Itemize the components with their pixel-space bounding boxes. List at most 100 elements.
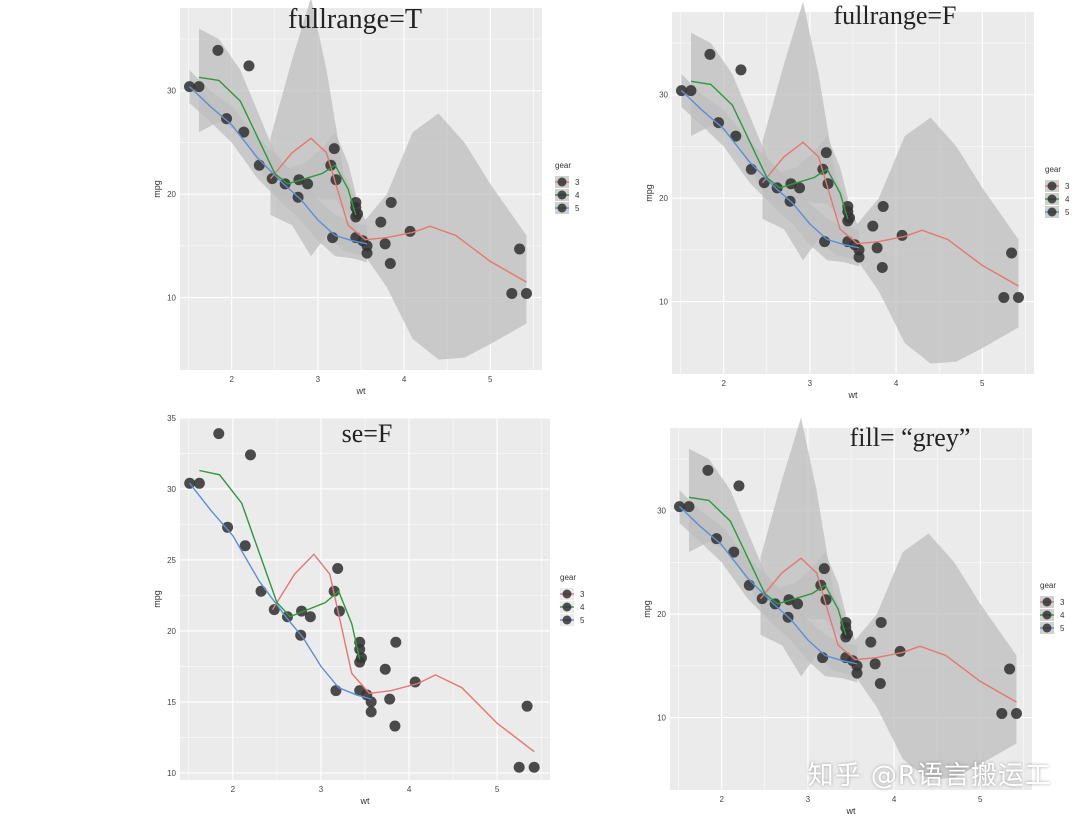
data-point bbox=[384, 257, 396, 269]
data-point bbox=[514, 243, 526, 255]
y-axis-label: mpg bbox=[642, 600, 652, 618]
data-point bbox=[375, 216, 387, 228]
data-point bbox=[238, 126, 250, 138]
data-point bbox=[853, 244, 865, 256]
legend-key-point bbox=[1047, 181, 1057, 191]
data-point bbox=[783, 594, 795, 606]
chart-panel-3: 2 3 4 5 10 15 20 25 30 35 wt mpg se=F gear 3 4 5 bbox=[152, 414, 585, 806]
smooth-line-gear4 bbox=[690, 80, 849, 220]
confidence-band-gear4 bbox=[688, 448, 846, 656]
legend-key-point bbox=[557, 203, 567, 213]
data-point bbox=[302, 178, 314, 190]
smooth-line-gear4 bbox=[198, 76, 357, 216]
data-point bbox=[212, 44, 224, 56]
data-point bbox=[745, 163, 757, 175]
x-tick-label: 3 bbox=[319, 785, 324, 794]
y-tick-label: 20 bbox=[659, 194, 668, 203]
data-point bbox=[513, 761, 525, 773]
data-point bbox=[728, 546, 740, 558]
x-tick-label: 4 bbox=[402, 375, 407, 384]
x-tick-label: 2 bbox=[231, 785, 236, 794]
data-point bbox=[361, 240, 373, 252]
legend-label: 5 bbox=[580, 616, 585, 625]
data-point bbox=[222, 521, 234, 533]
x-tick-label: 2 bbox=[721, 379, 726, 388]
data-point bbox=[213, 428, 225, 440]
data-point bbox=[243, 60, 255, 72]
smooth-line-gear5 bbox=[681, 90, 860, 249]
smooth-line-gear4 bbox=[199, 469, 361, 660]
legend-label: 5 bbox=[1060, 624, 1065, 633]
chart-panel-4: 2 3 4 5 10 20 30 wt mpg fill= “grey” gear 3 4 5 bbox=[642, 417, 1065, 816]
legend-label: 3 bbox=[580, 590, 585, 599]
data-point bbox=[794, 182, 806, 194]
legend-title: gear bbox=[555, 161, 571, 170]
legend-label: 3 bbox=[1065, 182, 1070, 191]
data-point bbox=[1012, 291, 1024, 303]
legend-key-point bbox=[562, 602, 572, 612]
x-tick-label: 2 bbox=[719, 795, 724, 804]
data-point bbox=[520, 287, 532, 299]
legend-key-point bbox=[1042, 597, 1052, 607]
data-point bbox=[379, 663, 391, 675]
data-point bbox=[330, 685, 342, 697]
smooth-line-gear4 bbox=[688, 496, 847, 636]
y-tick-label: 10 bbox=[659, 298, 668, 307]
data-point bbox=[1004, 663, 1016, 675]
legend-label: 4 bbox=[580, 603, 585, 612]
legend-key-point bbox=[1042, 623, 1052, 633]
data-point bbox=[365, 706, 377, 718]
data-point bbox=[389, 720, 401, 732]
legend-title: gear bbox=[1045, 165, 1061, 174]
data-point bbox=[384, 693, 396, 705]
legend-key-point bbox=[557, 190, 567, 200]
data-point bbox=[521, 700, 533, 712]
data-point bbox=[304, 611, 316, 623]
x-tick-label: 3 bbox=[316, 375, 321, 384]
confidence-band-gear3 bbox=[760, 417, 1017, 780]
y-tick-label: 30 bbox=[659, 91, 668, 100]
x-axis-label: wt bbox=[360, 796, 370, 806]
y-tick-label: 30 bbox=[167, 87, 176, 96]
data-point bbox=[385, 196, 397, 208]
y-tick-label: 20 bbox=[657, 610, 666, 619]
y-tick-label: 10 bbox=[657, 714, 666, 723]
panel-title: se=F bbox=[342, 419, 393, 448]
legend-title: gear bbox=[560, 573, 576, 582]
data-point bbox=[244, 449, 256, 461]
y-tick-label: 25 bbox=[167, 556, 176, 565]
data-point bbox=[221, 113, 233, 125]
legend-key-point bbox=[562, 589, 572, 599]
data-point bbox=[869, 658, 881, 670]
data-point bbox=[877, 200, 889, 212]
y-tick-label: 20 bbox=[167, 627, 176, 636]
data-point bbox=[279, 178, 291, 190]
legend-label: 4 bbox=[1065, 195, 1070, 204]
legend-key-point bbox=[557, 177, 567, 187]
legend-label: 3 bbox=[575, 178, 580, 187]
panel-title: fullrange=T bbox=[288, 4, 422, 35]
data-point bbox=[390, 636, 402, 648]
data-point bbox=[365, 696, 377, 708]
confidence-band-gear3 bbox=[270, 0, 527, 360]
data-point bbox=[851, 660, 863, 672]
confidence-band-gear4 bbox=[198, 28, 356, 236]
data-point bbox=[769, 598, 781, 610]
confidence-band-gear5 bbox=[681, 74, 860, 267]
confidence-band-gear5 bbox=[189, 70, 368, 263]
y-tick-label: 20 bbox=[167, 190, 176, 199]
smooth-line-gear3 bbox=[761, 141, 1019, 287]
x-tick-label: 5 bbox=[980, 379, 985, 388]
data-point bbox=[818, 563, 830, 575]
data-point bbox=[1010, 707, 1022, 719]
data-point bbox=[743, 579, 755, 591]
data-point bbox=[875, 616, 887, 628]
x-axis-label: wt bbox=[848, 390, 858, 400]
smooth-line-gear3 bbox=[269, 137, 527, 283]
data-point bbox=[792, 598, 804, 610]
data-point bbox=[528, 761, 540, 773]
legend-key-point bbox=[1042, 610, 1052, 620]
y-tick-label: 10 bbox=[167, 294, 176, 303]
data-point bbox=[253, 159, 265, 171]
